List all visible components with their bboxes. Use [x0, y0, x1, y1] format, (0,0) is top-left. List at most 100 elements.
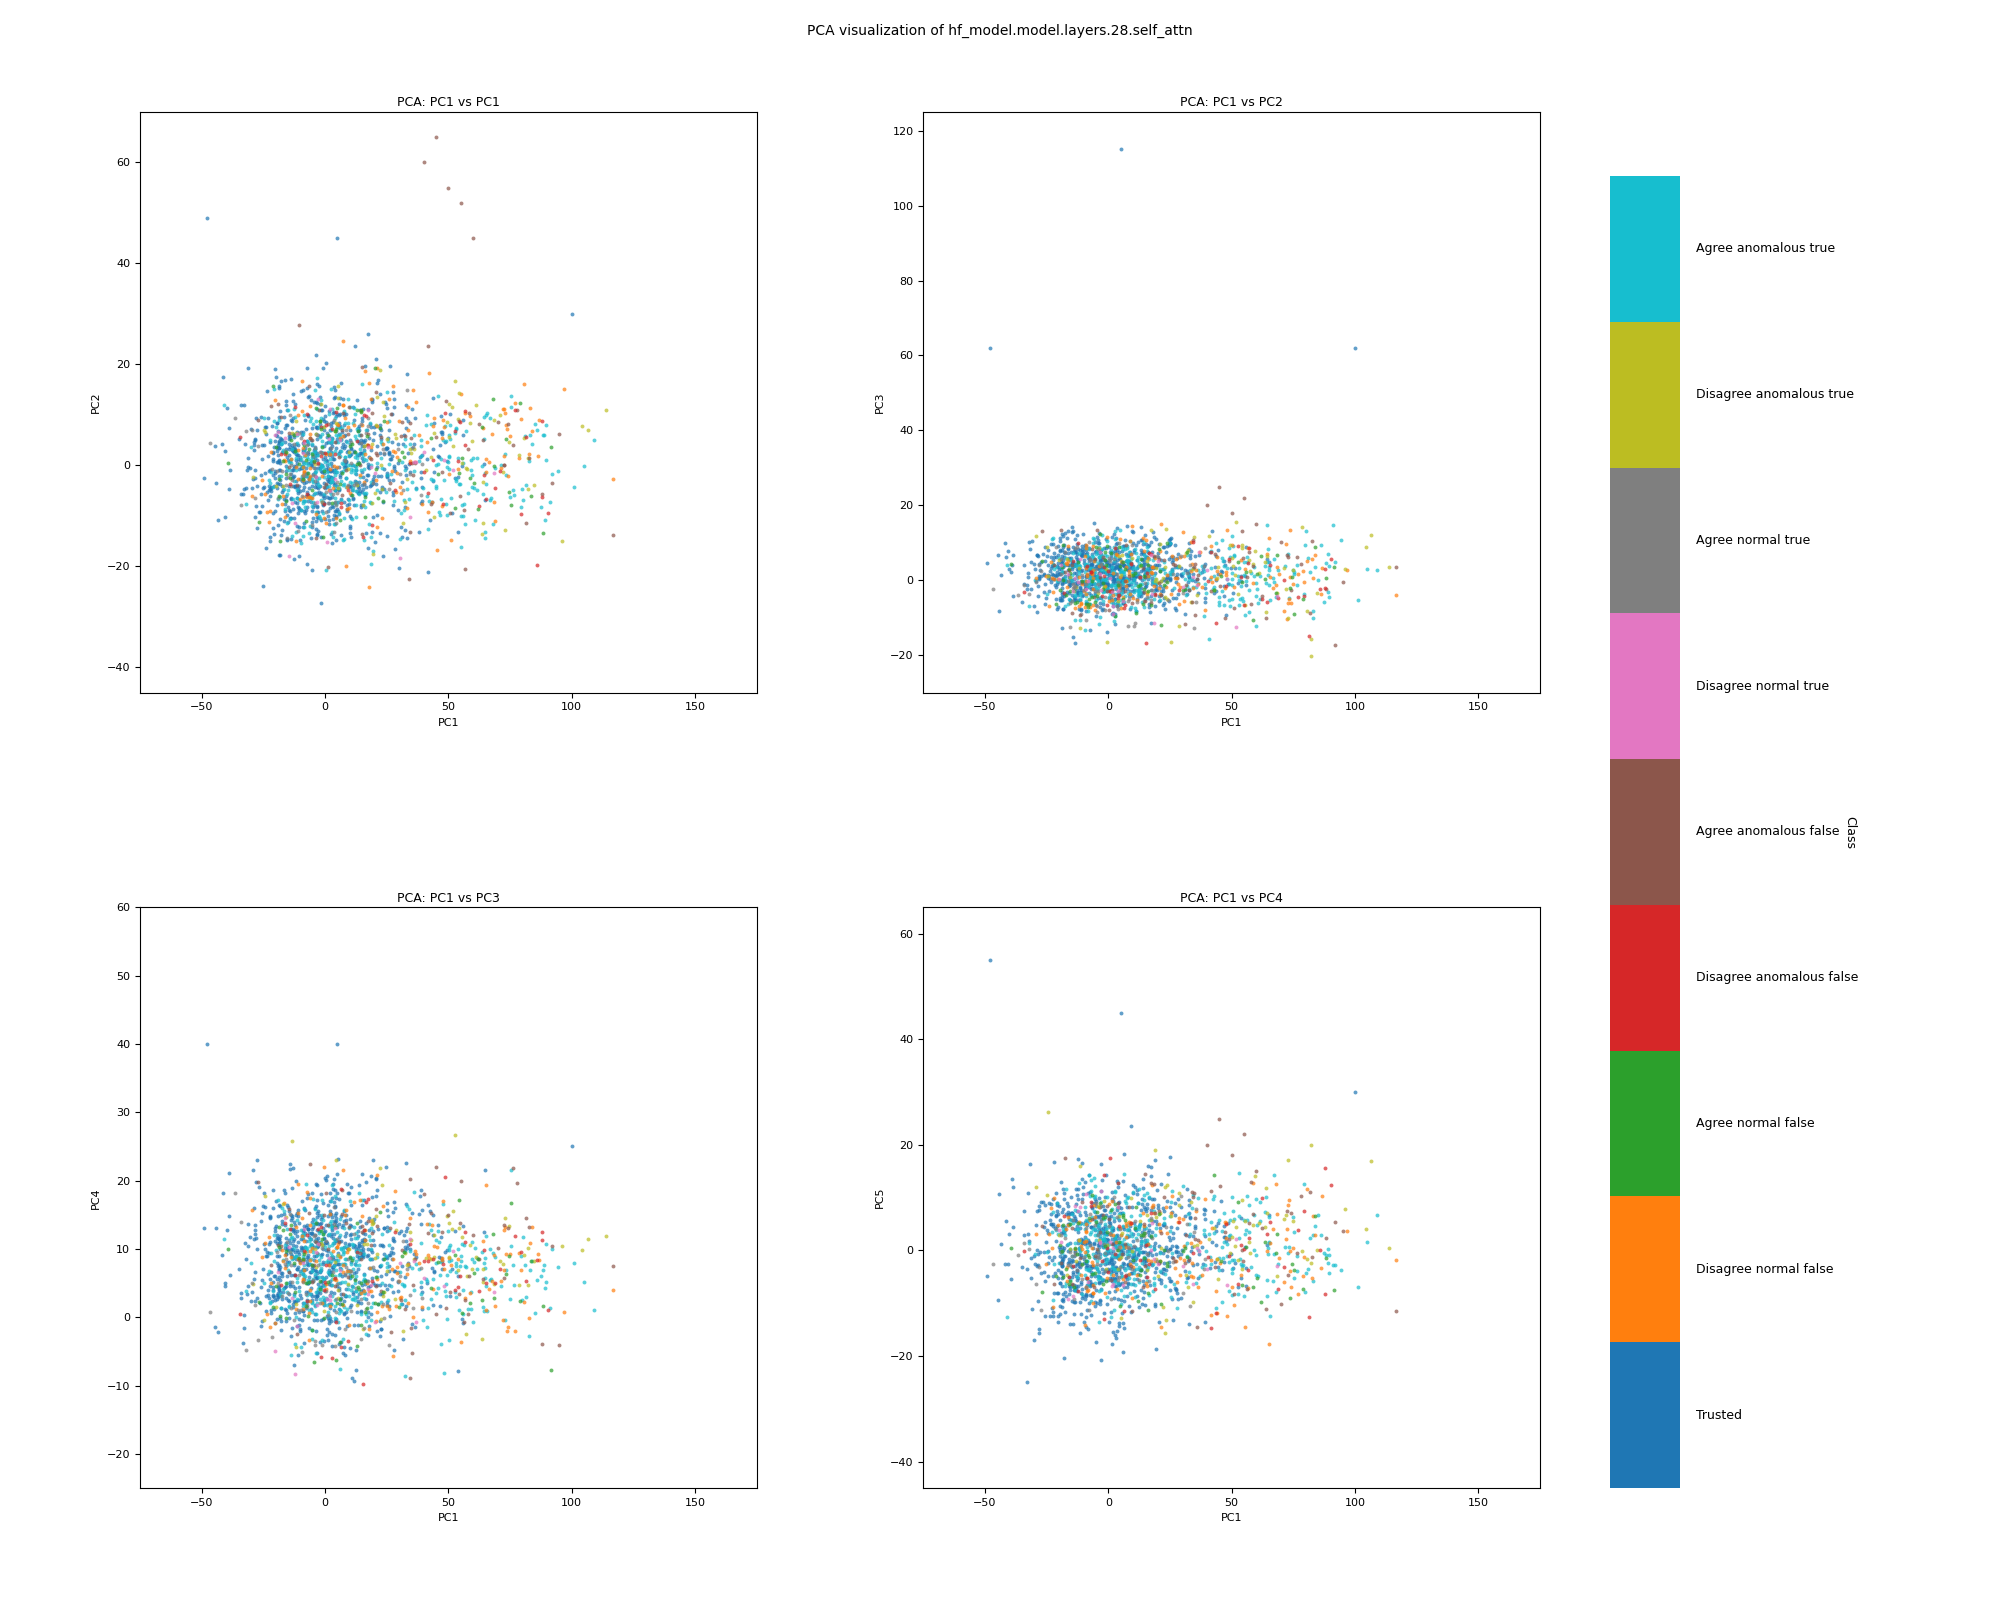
Point — [1152, 563, 1184, 589]
Point — [312, 498, 344, 523]
Point — [1044, 555, 1076, 581]
Point — [300, 1286, 332, 1312]
Point — [1114, 1259, 1146, 1285]
Text: Class: Class — [1844, 816, 1856, 848]
Point — [1130, 1232, 1162, 1258]
Point — [1144, 573, 1176, 598]
Point — [1096, 578, 1128, 603]
Point — [1018, 1242, 1050, 1267]
Point — [306, 1269, 338, 1294]
Point — [254, 427, 286, 453]
Point — [1098, 1272, 1130, 1298]
Point — [1204, 574, 1236, 600]
Point — [1040, 552, 1072, 578]
Point — [308, 418, 340, 443]
Point — [1110, 554, 1142, 579]
Point — [1118, 518, 1150, 544]
Point — [1082, 541, 1114, 566]
Point — [1074, 1221, 1106, 1246]
Point — [1170, 1221, 1202, 1246]
Point — [1128, 1251, 1160, 1277]
Point — [340, 1278, 372, 1304]
Point — [332, 1277, 364, 1302]
Point — [314, 442, 346, 467]
Point — [308, 1202, 340, 1227]
Point — [436, 1248, 468, 1274]
Point — [1154, 531, 1186, 557]
Point — [316, 1266, 348, 1291]
Point — [1066, 1245, 1098, 1270]
Point — [214, 1262, 246, 1288]
Point — [224, 493, 256, 518]
Point — [1054, 544, 1086, 570]
Point — [1088, 573, 1120, 598]
Point — [1070, 536, 1102, 562]
Point — [1112, 544, 1144, 570]
Point — [1208, 1224, 1240, 1250]
Point — [306, 480, 338, 506]
Point — [264, 435, 296, 461]
Point — [1154, 1203, 1186, 1229]
Point — [432, 174, 464, 200]
Point — [346, 1278, 378, 1304]
Point — [1142, 1262, 1174, 1288]
Point — [1104, 1288, 1136, 1314]
Point — [278, 1227, 310, 1253]
Point — [350, 482, 382, 507]
Point — [1050, 1218, 1082, 1243]
Point — [352, 397, 384, 422]
Point — [508, 426, 540, 451]
Point — [1308, 557, 1340, 582]
Point — [1352, 1229, 1384, 1254]
Point — [1222, 533, 1254, 558]
Point — [976, 1251, 1008, 1277]
Point — [294, 426, 326, 451]
Point — [1222, 1282, 1254, 1307]
Point — [220, 1181, 252, 1206]
Point — [380, 426, 412, 451]
Point — [402, 1251, 434, 1277]
Point — [1190, 1246, 1222, 1272]
Point — [1112, 562, 1144, 587]
Point — [306, 1208, 338, 1234]
Point — [314, 435, 346, 461]
Point — [270, 397, 302, 422]
Point — [260, 363, 292, 389]
Point — [368, 403, 400, 429]
Point — [1042, 566, 1074, 592]
Point — [242, 434, 274, 459]
Point — [326, 1202, 358, 1227]
Point — [348, 1299, 380, 1325]
Point — [1242, 576, 1274, 602]
Point — [1108, 568, 1140, 594]
Point — [350, 448, 382, 474]
Point — [374, 440, 406, 466]
Point — [306, 1326, 338, 1352]
Point — [314, 1272, 346, 1298]
Point — [268, 1181, 300, 1206]
Point — [306, 1243, 338, 1269]
Point — [1138, 544, 1170, 570]
Point — [346, 1219, 378, 1245]
Point — [446, 382, 478, 408]
Point — [336, 437, 368, 462]
Point — [268, 426, 300, 451]
Point — [488, 1258, 520, 1283]
Point — [1090, 1216, 1122, 1242]
Point — [1054, 1267, 1086, 1293]
Point — [316, 1186, 348, 1211]
Point — [208, 392, 240, 418]
Point — [324, 370, 356, 395]
Point — [1044, 1243, 1076, 1269]
Point — [282, 488, 314, 514]
Point — [302, 499, 334, 525]
Point — [1130, 579, 1162, 605]
Point — [1132, 1230, 1164, 1256]
Point — [1254, 565, 1286, 590]
Point — [1080, 1290, 1112, 1315]
Point — [1064, 568, 1096, 594]
Point — [228, 482, 260, 507]
Point — [1094, 1210, 1126, 1235]
Point — [310, 403, 342, 429]
Point — [1236, 554, 1268, 579]
